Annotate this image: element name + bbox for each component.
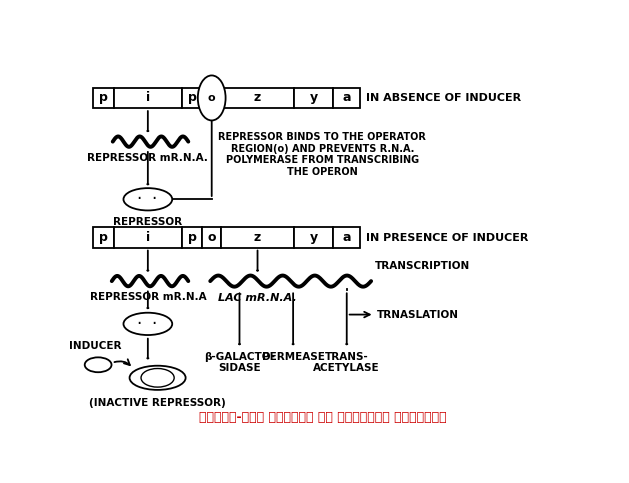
Text: REPRESSOR: REPRESSOR (113, 217, 182, 227)
Text: IN ABSENCE OF INDUCER: IN ABSENCE OF INDUCER (366, 93, 521, 103)
Bar (114, 227, 182, 248)
Text: ·: · (151, 315, 157, 333)
Bar (93, 88, 114, 108)
Text: ·: · (136, 315, 142, 333)
Text: TRANSCRIPTION: TRANSCRIPTION (374, 261, 470, 271)
Bar (93, 227, 114, 248)
Text: ·: · (136, 190, 142, 208)
Ellipse shape (130, 366, 186, 390)
Text: ·: · (151, 190, 157, 208)
Text: p: p (188, 91, 197, 104)
Text: β-GALACTO-
SIDASE: β-GALACTO- SIDASE (204, 352, 275, 373)
Bar (114, 88, 182, 108)
Text: LAC mR.N.A.: LAC mR.N.A. (218, 293, 297, 303)
Text: चित्र-लैक ओपेरॉन का चित्रीय निरूपण।: चित्र-लैक ओपेरॉन का चित्रीय निरूपण। (199, 412, 446, 424)
Text: TRANS-
ACETYLASE: TRANS- ACETYLASE (313, 352, 380, 373)
Text: a: a (342, 91, 351, 104)
Text: REPRESSOR BINDS TO THE OPERATOR
REGION(o) AND PREVENTS R.N.A.
POLYMERASE FROM TR: REPRESSOR BINDS TO THE OPERATOR REGION(o… (218, 132, 426, 177)
Text: z: z (254, 91, 261, 104)
Bar (294, 227, 333, 248)
Text: p: p (99, 231, 108, 244)
Text: REPRESSOR mR.N.A.: REPRESSOR mR.N.A. (87, 153, 208, 163)
Text: i: i (146, 91, 150, 104)
Ellipse shape (123, 188, 172, 211)
Bar (333, 88, 360, 108)
Text: PERMEASE: PERMEASE (262, 352, 325, 362)
Bar (203, 227, 221, 248)
Text: y: y (309, 231, 318, 244)
Text: TRNASLATION: TRNASLATION (377, 310, 459, 320)
Bar (221, 227, 294, 248)
Ellipse shape (198, 75, 226, 120)
Bar (182, 227, 203, 248)
Text: o: o (208, 93, 216, 103)
Text: (INACTIVE REPRESSOR): (INACTIVE REPRESSOR) (89, 398, 226, 408)
Text: i: i (146, 231, 150, 244)
Text: z: z (254, 231, 261, 244)
Text: o: o (208, 231, 216, 244)
Bar (221, 88, 294, 108)
Ellipse shape (85, 357, 111, 372)
Text: a: a (342, 231, 351, 244)
Text: y: y (309, 91, 318, 104)
Text: p: p (188, 231, 197, 244)
Text: IN PRESENCE OF INDUCER: IN PRESENCE OF INDUCER (366, 233, 528, 242)
Bar (182, 88, 203, 108)
Text: REPRESSOR mR.N.A: REPRESSOR mR.N.A (89, 292, 206, 302)
Ellipse shape (141, 369, 174, 387)
Text: INDUCER: INDUCER (69, 341, 122, 351)
Ellipse shape (123, 313, 172, 335)
Bar (333, 227, 360, 248)
Bar (294, 88, 333, 108)
Text: p: p (99, 91, 108, 104)
